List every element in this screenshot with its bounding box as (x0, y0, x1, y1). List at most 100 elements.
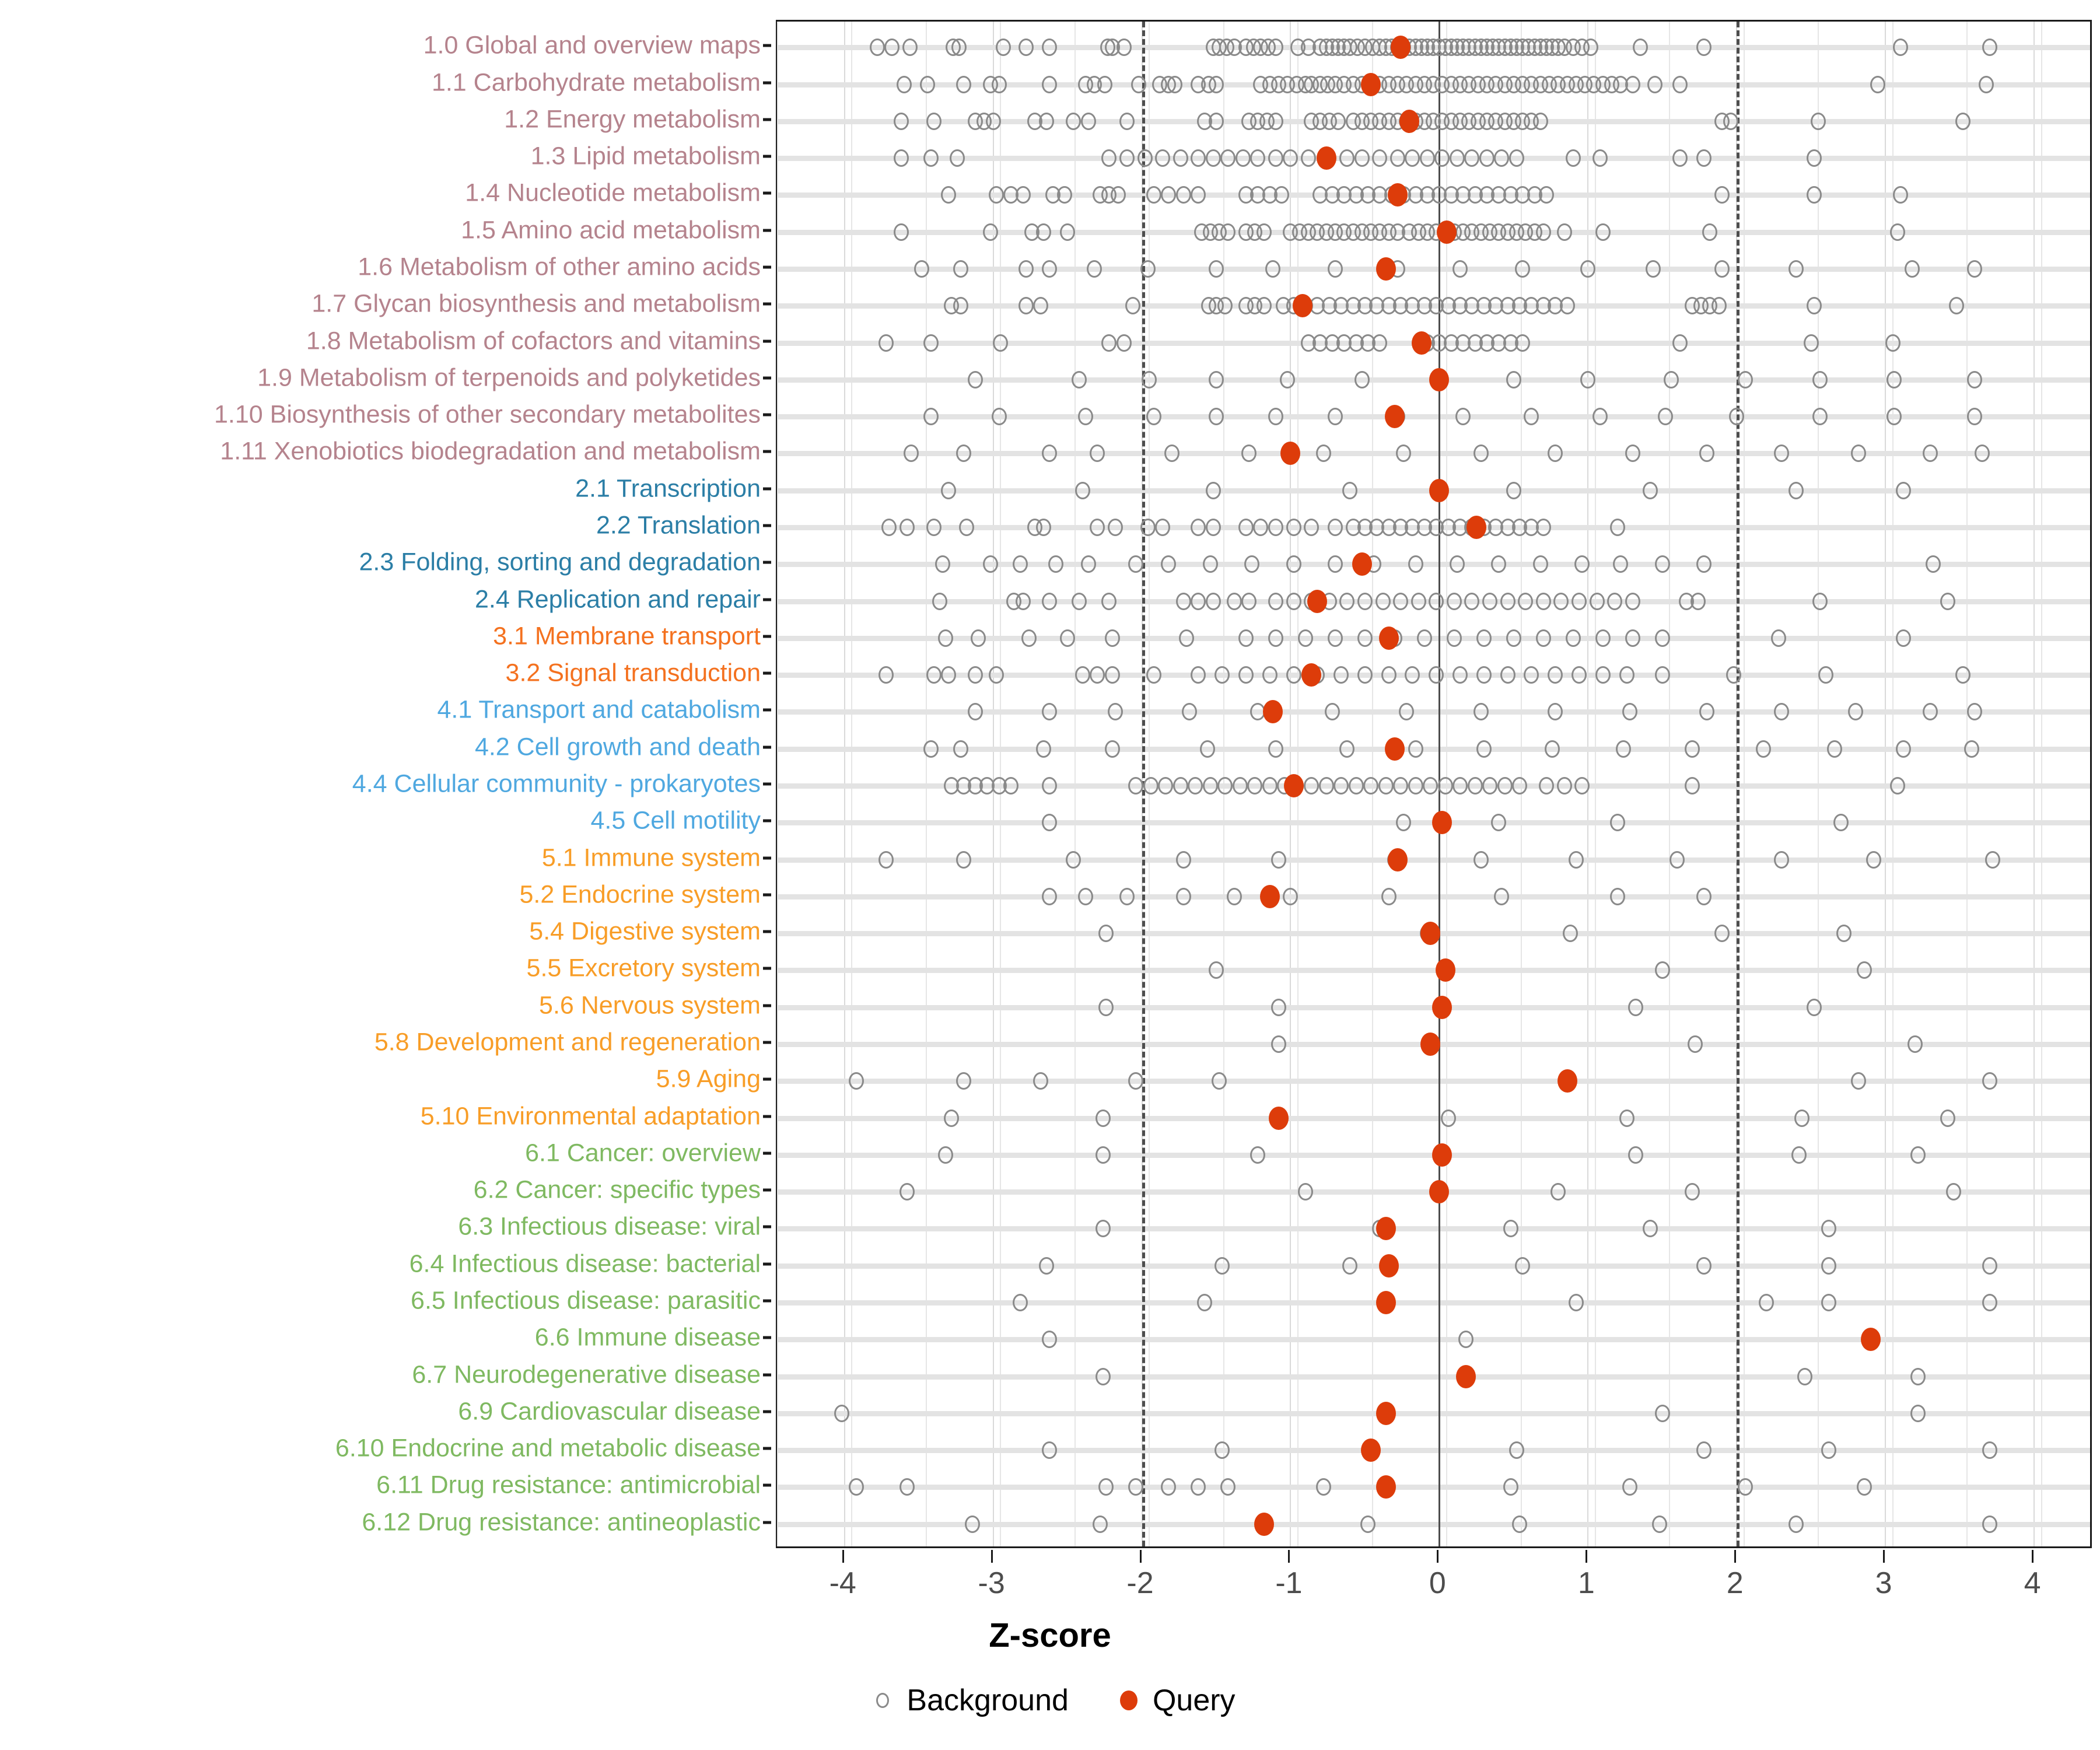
legend-item-background[interactable]: Background (864, 1683, 1069, 1718)
query-point[interactable] (1432, 995, 1452, 1019)
query-point[interactable] (1316, 146, 1336, 170)
query-point[interactable] (1262, 700, 1283, 724)
background-point (1711, 297, 1727, 315)
background-point (1788, 260, 1804, 278)
query-point[interactable] (1420, 1032, 1441, 1056)
query-point[interactable] (1391, 36, 1411, 60)
query-point[interactable] (1429, 368, 1450, 391)
query-point[interactable] (1860, 1328, 1881, 1352)
query-point[interactable] (1378, 626, 1399, 650)
query-point[interactable] (1411, 331, 1432, 355)
background-point (1256, 223, 1272, 241)
background-point (1643, 1220, 1658, 1238)
background-point (1565, 149, 1581, 167)
query-point[interactable] (1301, 663, 1322, 687)
legend-item-query[interactable]: Query (1111, 1683, 1236, 1718)
query-point[interactable] (1376, 257, 1396, 281)
background-point (1964, 740, 1979, 758)
query-point[interactable] (1429, 478, 1450, 502)
query-point[interactable] (1387, 183, 1408, 207)
background-point (1268, 112, 1283, 130)
query-point[interactable] (1429, 1180, 1450, 1204)
background-point (1348, 777, 1364, 794)
background-point (1574, 777, 1590, 794)
query-point[interactable] (1557, 1069, 1577, 1093)
query-point[interactable] (1283, 774, 1304, 797)
query-point[interactable] (1376, 1290, 1396, 1314)
query-point[interactable] (1254, 1512, 1274, 1536)
background-point (1012, 1293, 1028, 1311)
background-point (1565, 629, 1581, 647)
query-point[interactable] (1437, 220, 1457, 244)
y-axis-category-label: 6.3 Infectious disease: viral (458, 1212, 761, 1241)
background-point (1625, 75, 1640, 93)
query-point[interactable] (1456, 1364, 1476, 1388)
background-point (1262, 777, 1278, 794)
x-axis-tick-label: -3 (978, 1566, 1005, 1600)
query-point[interactable] (1259, 884, 1280, 908)
background-point (1870, 75, 1886, 93)
query-point[interactable] (1378, 1254, 1399, 1278)
query-point[interactable] (1432, 1143, 1452, 1167)
background-point (1090, 666, 1105, 684)
background-point (902, 38, 918, 57)
background-point (1625, 592, 1640, 610)
query-point[interactable] (1292, 294, 1312, 318)
background-point (1357, 592, 1373, 610)
background-point (1672, 149, 1688, 167)
x-axis-tick (2032, 1550, 2034, 1563)
y-axis-labels: 1.0 Global and overview maps 1.1 Carbohyd… (0, 20, 771, 1548)
open-circle-icon (864, 1693, 901, 1708)
x-axis-tick (1288, 1550, 1290, 1563)
background-point (1048, 555, 1063, 573)
y-axis-category-label: 6.5 Infectious disease: parasitic (411, 1286, 761, 1315)
background-point (1654, 961, 1670, 979)
background-point (1066, 850, 1082, 869)
background-point (1036, 740, 1052, 758)
y-axis-tick (763, 1483, 771, 1487)
background-point (1979, 75, 1994, 93)
query-point[interactable] (1352, 552, 1372, 576)
y-axis-category-label: 6.1 Cancer: overview (525, 1139, 761, 1167)
query-point[interactable] (1361, 72, 1381, 96)
background-point (1524, 408, 1539, 426)
query-point[interactable] (1280, 442, 1301, 466)
background-point (1042, 444, 1058, 463)
y-axis-tick (763, 1336, 771, 1339)
background-point (1803, 334, 1819, 352)
query-point[interactable] (1307, 589, 1328, 613)
background-point (1946, 1183, 1962, 1201)
background-point (1571, 592, 1587, 610)
background-point (884, 38, 900, 57)
query-point[interactable] (1376, 1217, 1396, 1241)
background-point (1788, 1515, 1804, 1533)
query-point[interactable] (1420, 922, 1441, 946)
query-point[interactable] (1399, 109, 1420, 133)
query-point[interactable] (1269, 1106, 1289, 1130)
query-point[interactable] (1376, 1401, 1396, 1425)
background-point (1104, 740, 1120, 758)
background-point (920, 75, 936, 93)
background-point (1476, 629, 1492, 647)
background-point (1077, 408, 1093, 426)
y-axis-tick (763, 1077, 771, 1081)
background-point (1042, 887, 1058, 905)
query-point[interactable] (1384, 737, 1405, 761)
background-point (1702, 223, 1718, 241)
query-point[interactable] (1432, 811, 1452, 835)
query-point[interactable] (1387, 848, 1408, 872)
y-axis-category-label: 6.2 Cancer: specific types (473, 1175, 761, 1204)
background-point (1116, 38, 1132, 57)
background-point (1410, 592, 1426, 610)
query-point[interactable] (1361, 1438, 1381, 1462)
query-point[interactable] (1384, 405, 1405, 429)
query-point[interactable] (1376, 1475, 1396, 1499)
background-point (1949, 297, 1965, 315)
query-point[interactable] (1466, 516, 1487, 539)
background-point (1595, 223, 1611, 241)
background-point (1532, 112, 1548, 130)
y-axis-tick (763, 819, 771, 822)
background-point (1967, 370, 1983, 388)
background-point (1056, 186, 1072, 204)
query-point[interactable] (1435, 958, 1455, 982)
